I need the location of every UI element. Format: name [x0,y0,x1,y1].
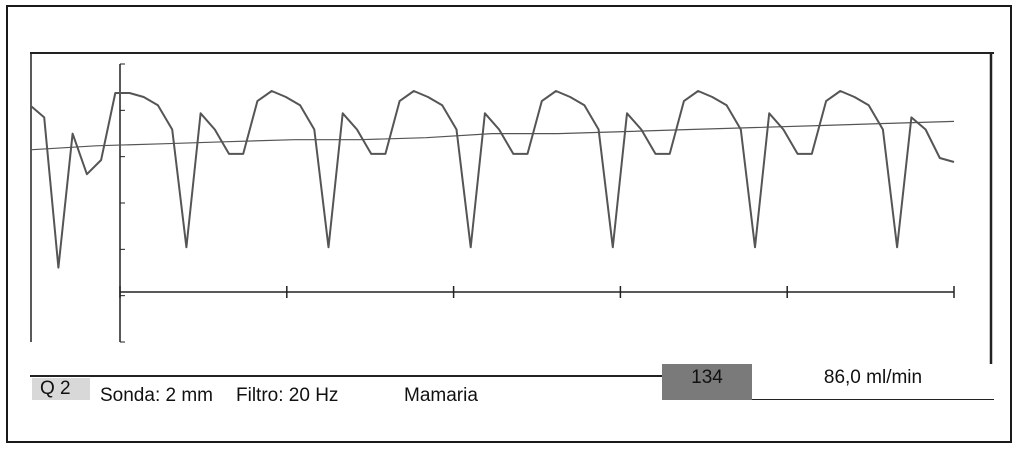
mean-flow-line [30,120,955,151]
pi-value-box: 134 [662,364,752,400]
flow-monitor: Q 2 Sonda: 2 mm Filtro: 20 Hz Mamaria 13… [30,52,994,406]
flow-waveform-line [30,90,955,269]
waveform-plot [30,52,994,377]
plot-series [30,90,955,269]
status-bar: Q 2 Sonda: 2 mm Filtro: 20 Hz Mamaria 13… [30,364,994,406]
filter-text: Filtro: 20 Hz [236,385,339,406]
probe-size-text: Sonda: 2 mm [100,385,213,406]
axis-ticks [119,63,955,343]
vessel-text: Mamaria [404,385,478,406]
outer-frame [6,5,1012,443]
flow-value-box: 86,0 ml/min [752,364,994,400]
probe-label: Q 2 [32,378,90,400]
